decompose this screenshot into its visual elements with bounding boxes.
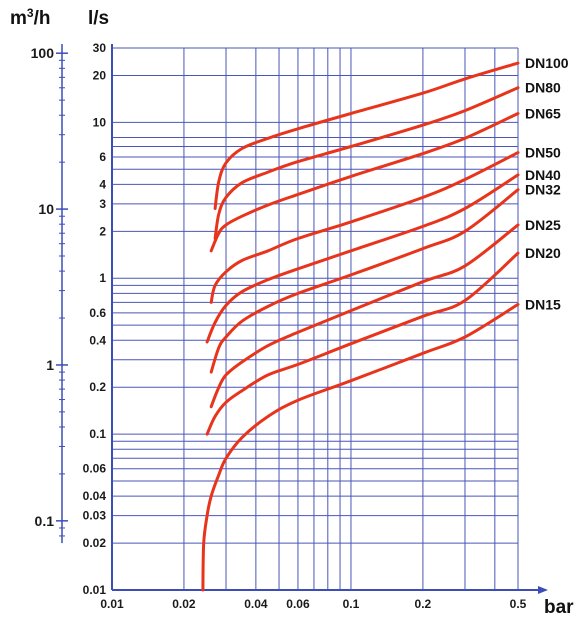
y-tick-label: 30 xyxy=(93,41,107,55)
x-tick-label: 0.5 xyxy=(510,597,527,611)
x-axis-arrow xyxy=(538,586,548,594)
x-tick-label: 0.2 xyxy=(415,597,432,611)
curve-dn15 xyxy=(201,302,520,592)
y-tick-label: 6 xyxy=(99,150,106,164)
y-tick-label: 0.6 xyxy=(89,306,106,320)
left-unit-label: m3/h xyxy=(10,6,50,29)
series-label-dn32: DN32 xyxy=(525,182,561,198)
x-tick-label: 0.01 xyxy=(100,597,124,611)
y-tick-label: 10 xyxy=(93,115,107,129)
y-tick-label: 0.02 xyxy=(83,536,107,550)
y-tick-label: 0.03 xyxy=(83,509,107,523)
curve-dn25 xyxy=(209,223,520,409)
left-axis-tick-label: 1 xyxy=(46,357,54,373)
y-axis-label: l/s xyxy=(88,8,109,29)
y-tick-label: 2 xyxy=(99,224,106,238)
curve-dn80 xyxy=(213,86,520,240)
curve-dn65 xyxy=(209,112,520,253)
y-tick-label: 0.04 xyxy=(83,489,107,503)
curve-dn40 xyxy=(205,173,520,344)
flow-curves xyxy=(201,61,520,592)
tick-labels: 100 10 1 0.1 30 20 10 6 4 3 2 1 0.6 0.4 0.2 0.1 0.06 0.04… xyxy=(31,41,527,611)
series-label-dn80: DN80 xyxy=(525,80,561,96)
series-label-dn50: DN50 xyxy=(525,145,561,161)
y-tick-label: 0.2 xyxy=(89,380,106,394)
series-label-dn100: DN100 xyxy=(525,55,569,71)
series-label-dn65: DN65 xyxy=(525,106,561,122)
series-label-dn20: DN20 xyxy=(525,245,561,261)
curve-dn32 xyxy=(209,188,520,374)
axes xyxy=(56,44,548,594)
left-axis-tick-label: 10 xyxy=(38,201,54,217)
curve-dn50 xyxy=(209,151,520,304)
x-tick-label: 0.04 xyxy=(244,597,268,611)
x-tick-label: 0.1 xyxy=(343,597,360,611)
series-label-dn15: DN15 xyxy=(525,296,561,312)
grid-lines xyxy=(112,47,519,590)
left-axis-tick-label: 100 xyxy=(31,45,55,61)
y-tick-label: 0.4 xyxy=(89,333,106,347)
x-axis-label: bar xyxy=(544,597,574,618)
series-label-dn40: DN40 xyxy=(525,167,561,183)
curve-dn100 xyxy=(213,61,520,210)
series-label-dn25: DN25 xyxy=(525,217,561,233)
y-tick-label: 3 xyxy=(99,197,106,211)
curve-dn20 xyxy=(205,251,520,436)
x-tick-label: 0.02 xyxy=(172,597,196,611)
y-tick-label: 0.01 xyxy=(83,583,107,597)
left-axis-tick-label: 0.1 xyxy=(35,513,55,529)
x-tick-label: 0.06 xyxy=(286,597,310,611)
y-tick-label: 1 xyxy=(99,271,106,285)
y-tick-label: 0.06 xyxy=(83,462,107,476)
y-tick-label: 4 xyxy=(99,177,106,191)
y-tick-label: 20 xyxy=(93,68,107,82)
y-tick-label: 0.1 xyxy=(89,427,106,441)
